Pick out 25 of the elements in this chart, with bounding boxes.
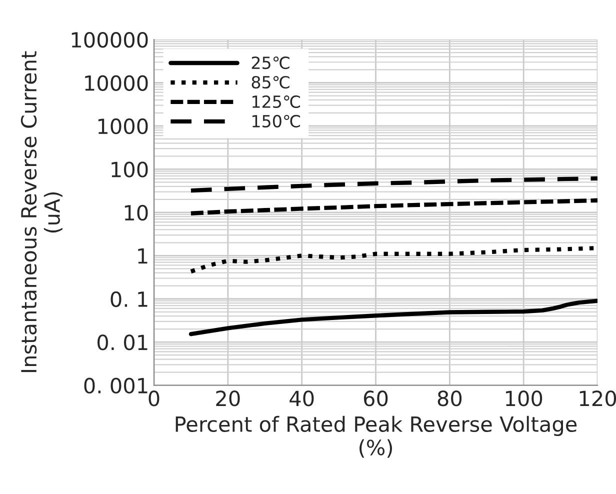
line-series <box>188 298 598 336</box>
y-axis-title: Instantaneous Reverse Current (uA) <box>20 51 62 372</box>
legend-label: 85℃ <box>252 76 290 89</box>
x-tick-label: 40 <box>290 390 314 406</box>
x-axis-title: Percent of Rated Peak Reverse Voltage (%) <box>176 416 577 458</box>
y-tick-label: 0. 1 <box>110 291 148 308</box>
y-tick-label: 10 <box>124 204 148 221</box>
y-tick-label: 1000 <box>98 118 148 134</box>
y-tick-label: 1 <box>138 248 148 264</box>
x-tick-label: 100 <box>506 390 542 406</box>
y-tick-label: 100 <box>112 162 148 178</box>
x-tick-label: 120 <box>580 390 616 406</box>
x-tick-label: 60 <box>364 390 388 406</box>
y-tick-label: 0. 001 <box>84 378 148 394</box>
legend-label: 150℃ <box>252 114 300 128</box>
y-tick-label: 100000 <box>72 32 148 48</box>
x-tick-label: 80 <box>438 390 462 406</box>
line-series <box>188 198 598 216</box>
legend-label: 125℃ <box>252 95 300 108</box>
y-tick-label: 0. 01 <box>98 334 148 350</box>
x-tick-label: 0 <box>148 390 160 406</box>
y-tick-label: 10000 <box>85 75 148 91</box>
line-series <box>188 176 598 193</box>
legend-label: 25℃ <box>252 56 290 70</box>
x-tick-label: 20 <box>216 390 240 406</box>
